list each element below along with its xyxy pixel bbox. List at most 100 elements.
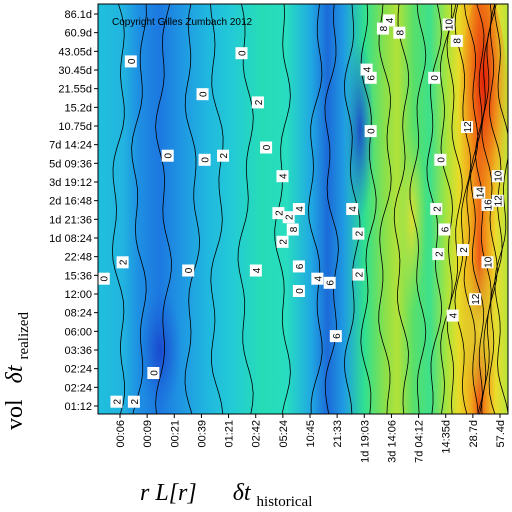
copyright: Copyright Gilles Zumbach 2012 (112, 17, 253, 28)
y-tick-label: 43.05d (58, 46, 92, 58)
x-axis-label: r L[r] δt historical (140, 480, 312, 510)
x-tick-label: 00:21 (169, 420, 181, 448)
contour-label-text: 10 (445, 19, 456, 31)
contour-label-text: 2 (459, 247, 470, 253)
contour-label-text: 0 (199, 91, 210, 97)
contour-label: 12 (491, 194, 505, 207)
contour-label-text: 14 (475, 187, 486, 199)
contour-label-box (292, 260, 305, 273)
contour-label-box (446, 309, 459, 322)
contour-label-text: 6 (367, 75, 378, 81)
x-axis-label-delta: δt (233, 480, 252, 506)
contour-label: 2 (276, 235, 290, 248)
contour-label: 4 (383, 14, 396, 27)
contour-label-text: 4 (313, 275, 324, 281)
contour-label: 0 (161, 149, 175, 162)
contour-label-text: 8 (395, 29, 406, 35)
contour-label: 2 (272, 207, 285, 220)
y-tick-label: 22:48 (64, 252, 92, 264)
contour-label: 4 (311, 272, 324, 285)
contour-label-box (430, 203, 443, 215)
y-axis-label-prefix: vol (2, 399, 28, 430)
contour-label: 6 (438, 223, 451, 236)
contour-line (111, 4, 126, 414)
contour-label-box (182, 264, 195, 277)
contour-label-box (432, 248, 445, 261)
contour-label-text: 6 (440, 226, 451, 232)
contour-label: 2 (217, 149, 230, 162)
contour-label: 14 (473, 186, 486, 199)
contour-label-text: 0 (367, 128, 378, 134)
contour-label: 4 (249, 264, 263, 277)
x-axis-label-subscript: historical (257, 494, 313, 510)
x-tick-label: 3d 14:06 (386, 420, 398, 463)
y-tick-label: 1d 08:24 (49, 233, 92, 245)
contour-label-text: 10 (484, 256, 495, 268)
contour-label-text: 2 (112, 398, 123, 404)
contour-label: 8 (376, 22, 390, 35)
contour-label-text: 6 (326, 280, 337, 286)
contour-label-box (276, 235, 289, 248)
contour-label-box (311, 272, 324, 285)
contour-line (454, 4, 472, 414)
contour-lines (111, 4, 508, 414)
x-axis-label-prefix: r L[r] (140, 480, 197, 506)
contour-label-box (98, 272, 110, 285)
y-axis-label-subscript: realized (16, 312, 32, 360)
contour-label-box (442, 18, 455, 31)
contour-label: 2 (430, 203, 443, 215)
contour-label-box (235, 47, 248, 60)
contour-label-text: 2 (219, 152, 230, 158)
contour-label: 0 (364, 125, 378, 138)
contour-label-text: 12 (494, 195, 505, 207)
contour-line (155, 4, 172, 414)
contour-label-text: 8 (289, 226, 300, 232)
contour-label: 10 (481, 256, 495, 269)
contour-label-box (249, 264, 262, 277)
y-tick-label: 10.75d (58, 121, 92, 133)
contour-line (237, 4, 254, 414)
contour-label-text: 8 (453, 38, 464, 44)
y-tick-label: 08:24 (64, 308, 92, 320)
contour-label-box (438, 223, 451, 236)
contour-label: 6 (292, 260, 306, 273)
contour-label: 4 (276, 170, 290, 183)
contour-label: 2 (352, 227, 365, 240)
contour-label-box (491, 194, 504, 207)
contour-label-text: 2 (274, 210, 285, 216)
x-tick-label: 14:35d (441, 420, 453, 454)
contour-label-text: 0 (100, 275, 111, 281)
contour-line (131, 4, 147, 414)
cold-region-right (346, 40, 374, 220)
x-tick-label: 21:33 (332, 420, 344, 448)
contour-label-box (260, 141, 273, 154)
x-tick-label: 00:39 (196, 420, 208, 448)
contour-label-box (364, 125, 377, 138)
contour-label-box (491, 170, 504, 183)
contour-label-box (110, 395, 123, 408)
contour-line (488, 4, 503, 414)
contour-label: 0 (147, 367, 160, 379)
x-tick-label: 57.4d (495, 420, 507, 448)
y-axis: 86.1d 60.9d 43.05d 30.45d 21.55d 15.2d 10.75d 7… (49, 9, 98, 413)
contour-label-text: 4 (363, 66, 374, 72)
x-tick-label: 00:09 (142, 420, 154, 448)
contour-line (393, 4, 410, 414)
contour-label-text: 4 (295, 206, 306, 212)
contour-label-box (352, 227, 365, 240)
contour-label-text: 6 (332, 333, 343, 339)
y-tick-label: 12:00 (64, 289, 92, 301)
contour-label-box (116, 256, 129, 269)
y-tick-label: 86.1d (64, 9, 92, 21)
contour-label-box (456, 244, 469, 256)
contour-line (470, 4, 485, 414)
contour-label-box (198, 153, 211, 166)
y-tick-label: 21.55d (58, 84, 92, 96)
contour-label-text: 8 (379, 25, 390, 31)
contour-label-text: 2 (130, 398, 141, 404)
contour-label-box (346, 203, 359, 215)
contour-label: 2 (432, 248, 445, 261)
x-tick-label: 10:45 (305, 420, 317, 448)
y-tick-label: 15.2d (64, 102, 92, 114)
